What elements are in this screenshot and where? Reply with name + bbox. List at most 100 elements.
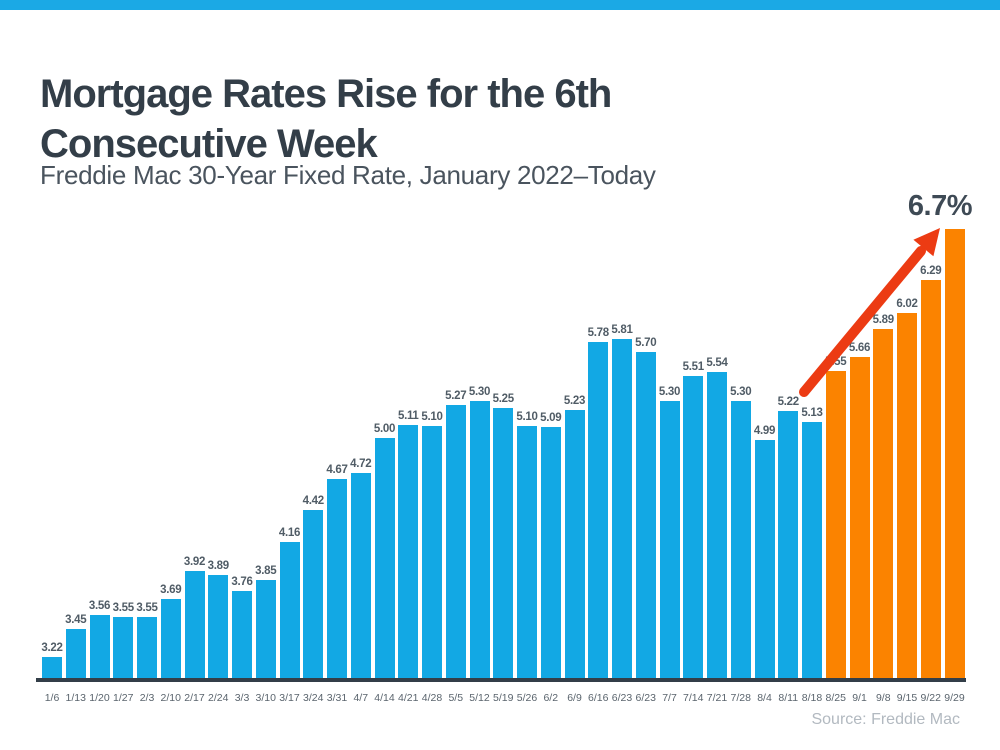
- bar: [920, 279, 941, 678]
- bar-value-label: 5.51: [682, 360, 704, 373]
- bar-column: 3.56 1/20: [88, 217, 111, 704]
- bar-value-label: 3.85: [255, 564, 277, 577]
- bar-column: 5.30 7/7: [659, 217, 680, 704]
- bar-value-label: 5.10: [516, 411, 538, 423]
- bar: [493, 407, 514, 678]
- x-axis-tick-label: 2/24: [208, 692, 229, 704]
- bar-column: 5.23 6/9: [564, 217, 585, 704]
- chart-subtitle: Freddie Mac 30-Year Fixed Rate, January …: [40, 160, 656, 190]
- x-axis-tick-label: 3/31: [326, 692, 348, 704]
- x-axis-tick-label: 1/6: [44, 692, 60, 704]
- x-axis-tick-label: 8/4: [757, 692, 772, 704]
- bar-column: 3.92 2/17: [183, 217, 206, 704]
- bar-column: 5.78 6/16: [587, 217, 609, 704]
- x-axis-tick-label: 4/28: [421, 692, 443, 704]
- bar: [113, 616, 134, 678]
- x-axis-tick-label: 7/7: [662, 692, 677, 704]
- bar: [612, 338, 632, 678]
- bar-value-label: 3.56: [88, 600, 111, 613]
- bar-column: 4.99 8/4: [754, 217, 775, 704]
- bar-value-label: 5.70: [635, 337, 657, 350]
- bar-value-label: 5.30: [468, 386, 491, 399]
- bar-column: 5.66 9/1: [848, 217, 871, 704]
- bar-value-label: 5.10: [421, 411, 443, 423]
- bar-value-label: 5.11: [397, 409, 419, 422]
- bar-value-label: 5.13: [801, 407, 823, 420]
- bar-value-label: 6.29: [920, 264, 942, 277]
- x-axis-tick-label: 9/29: [944, 692, 965, 704]
- bar-column: 5.10 5/26: [516, 217, 538, 704]
- x-axis-tick-label: 9/1: [852, 692, 867, 704]
- x-axis-tick-label: 4/14: [374, 692, 395, 704]
- bar-value-label: 4.42: [302, 494, 324, 507]
- x-axis-tick-label: 7/28: [730, 692, 751, 704]
- bar-value-label: 5.09: [540, 412, 562, 425]
- bar: [635, 352, 656, 678]
- bar-column: 5.55 8/25: [825, 217, 847, 704]
- bar-column: 6.29 9/22: [920, 217, 942, 704]
- bar-column: 5.09 6/2: [540, 217, 562, 704]
- bar-column: 4.42 3/24: [302, 217, 324, 704]
- bar-column: 5.51 7/14: [682, 217, 704, 704]
- bar-column: 4.67 3/31: [326, 217, 348, 704]
- header-accent-strip: [0, 0, 1000, 10]
- bar: [303, 509, 324, 678]
- bar: [564, 410, 585, 678]
- x-axis-tick-label: 6/9: [567, 692, 582, 704]
- x-axis-tick-label: 9/15: [896, 692, 918, 704]
- bar-value-label: 3.55: [136, 601, 158, 614]
- bar-value-label: 5.81: [611, 323, 633, 336]
- bar-column: 5.22 8/11: [778, 217, 799, 704]
- bar: [445, 405, 466, 678]
- x-axis-tick-label: 6/16: [588, 692, 609, 704]
- bar-column: 3.69 2/10: [160, 217, 182, 704]
- bar: [208, 574, 229, 678]
- bar-column: 3.89 2/24: [207, 217, 229, 704]
- bar-value-label: 5.54: [706, 356, 728, 369]
- bar: [279, 541, 300, 678]
- bar-column: 5.10 4/28: [421, 217, 443, 704]
- x-axis-tick-label: 4/7: [353, 692, 369, 704]
- bar: [160, 599, 181, 678]
- bar-value-label: 3.45: [65, 613, 87, 626]
- bar-column: 5.27 5/5: [445, 217, 466, 704]
- bar-column: 5.54 7/21: [706, 217, 728, 704]
- x-axis-line: [36, 678, 966, 682]
- bar: [540, 427, 561, 678]
- bar-column: 4.72 4/7: [350, 217, 371, 704]
- bar-value-label: 3.92: [183, 556, 206, 569]
- x-axis-tick-label: 3/24: [303, 692, 324, 704]
- bar: [778, 411, 799, 678]
- bar-value-label: 6.02: [896, 297, 918, 310]
- bar: [469, 401, 490, 678]
- page-title: Mortgage Rates Rise for the 6th Consecut…: [40, 71, 612, 166]
- bar: [184, 571, 205, 678]
- bar-value-label: 4.67: [326, 463, 348, 476]
- bar-column: 5.30 7/28: [730, 217, 751, 704]
- bar-value-label: 3.69: [160, 584, 182, 597]
- x-axis-tick-label: 8/25: [825, 692, 846, 704]
- bar-column: 5.11 4/21: [397, 217, 419, 704]
- bar: [89, 615, 110, 678]
- x-axis-tick-label: 3/17: [279, 692, 300, 704]
- bar: [65, 628, 86, 678]
- x-axis-tick-label: 8/11: [778, 692, 799, 704]
- bar-value-label: 5.55: [825, 355, 847, 368]
- x-axis-tick-label: 6/23: [611, 692, 633, 704]
- bar-value-label: 5.78: [587, 327, 609, 340]
- bar: [398, 424, 419, 678]
- bar: [517, 426, 537, 678]
- bar-value-label: 3.89: [207, 559, 229, 572]
- bar-column: 3.55 2/3: [136, 217, 158, 704]
- bar-column: 6.02 9/15: [896, 217, 918, 704]
- bar: [754, 439, 775, 678]
- x-axis-tick-label: 7/14: [683, 692, 704, 704]
- bar-column: 5.25 5/19: [493, 217, 514, 704]
- bar: [255, 579, 276, 678]
- bar: [849, 357, 870, 678]
- x-axis-tick-label: 6/23: [635, 692, 656, 704]
- x-axis-tick-label: 1/27: [113, 692, 134, 704]
- x-axis-tick-label: 2/3: [139, 692, 155, 704]
- bar: [944, 229, 965, 678]
- bar-value-label: 5.66: [848, 342, 871, 355]
